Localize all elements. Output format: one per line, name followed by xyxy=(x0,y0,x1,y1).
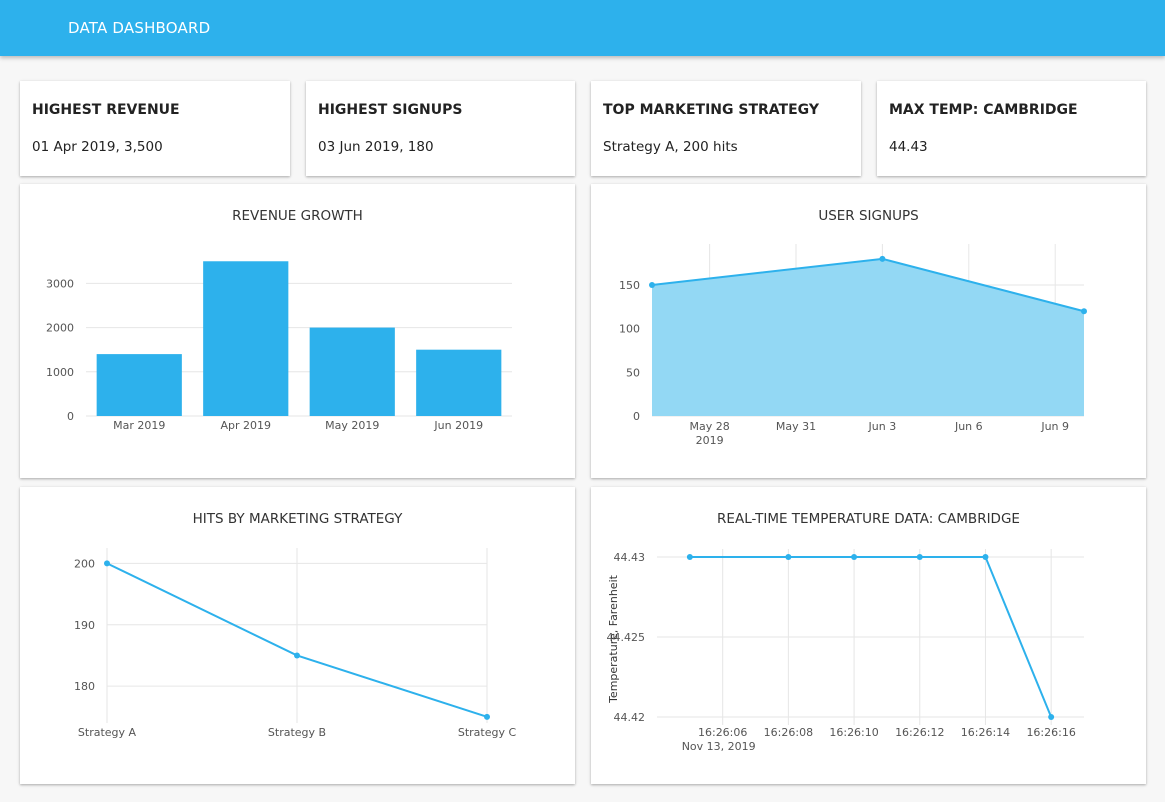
stat-card-revenue: HIGHEST REVENUE 01 Apr 2019, 3,500 xyxy=(20,81,290,176)
y-tick-label: 150 xyxy=(619,279,640,292)
data-point xyxy=(1048,714,1055,720)
x-tick-label: Apr 2019 xyxy=(220,419,271,432)
marketing-strategy-chart: 180 190 200 Strategy A Strategy B Strategy C xyxy=(74,548,517,739)
chart-title: HITS BY MARKETING STRATEGY xyxy=(192,511,403,527)
app-title: DATA DASHBOARD xyxy=(68,19,211,37)
app-header: DATA DASHBOARD xyxy=(0,0,1165,56)
data-point xyxy=(1081,308,1087,315)
x-tick-label: 16:26:12 xyxy=(895,726,944,739)
bar xyxy=(96,354,182,416)
y-tick-label: 50 xyxy=(626,366,640,379)
y-tick-label: 0 xyxy=(67,410,74,423)
data-point xyxy=(982,554,989,560)
chart-title: USER SIGNUPS xyxy=(818,208,919,224)
data-point xyxy=(851,554,858,560)
bar xyxy=(203,261,289,416)
data-point xyxy=(879,255,886,262)
x-tick-label: May 31 xyxy=(776,420,816,433)
data-point xyxy=(294,652,300,659)
x-tick-label: 16:26:08 xyxy=(764,726,813,739)
x-tick-label: Strategy C xyxy=(458,726,517,739)
stat-value: 44.43 xyxy=(889,139,928,155)
x-tick-label: Mar 2019 xyxy=(113,419,165,432)
y-tick-label: 100 xyxy=(619,323,640,336)
x-tick-label: Jun 3 xyxy=(868,420,897,433)
chart-title: REVENUE GROWTH xyxy=(232,208,363,224)
stat-card-temperature: MAX TEMP: CAMBRIDGE 44.43 xyxy=(877,81,1146,176)
x-tick-label: May 2019 xyxy=(325,419,379,432)
stat-value: Strategy A, 200 hits xyxy=(603,139,738,155)
signups-area xyxy=(652,258,1084,416)
y-tick-label: 0 xyxy=(633,410,640,423)
y-tick-label: 2000 xyxy=(46,322,74,335)
data-point xyxy=(916,554,923,560)
y-tick-label: 3000 xyxy=(46,277,74,290)
chart-title: REAL-TIME TEMPERATURE DATA: CAMBRIDGE xyxy=(717,511,1020,527)
marketing-strategy-card: HITS BY MARKETING STRATEGY 180 190 200 Stra… xyxy=(20,487,575,784)
bar xyxy=(309,327,395,416)
y-tick-label: 44.425 xyxy=(607,631,646,644)
data-point xyxy=(104,560,110,567)
y-tick-label: 200 xyxy=(74,557,95,570)
x-tick-label: 16:26:14 xyxy=(961,726,1010,739)
y-tick-label: 44.43 xyxy=(614,551,646,564)
data-point xyxy=(785,554,792,560)
stat-label: HIGHEST SIGNUPS xyxy=(318,102,463,118)
x-tick-label: Strategy B xyxy=(268,726,326,739)
y-tick-label: 1000 xyxy=(46,366,74,379)
temperature-card: REAL-TIME TEMPERATURE DATA: CAMBRIDGE 44… xyxy=(591,487,1146,784)
x-tick-label: Jun 9 xyxy=(1040,420,1069,433)
data-point xyxy=(686,554,693,560)
revenue-growth-chart: 0 1000 2000 3000 Mar 2019 Apr 2019 May 2019 Jun… xyxy=(46,261,512,432)
temperature-line xyxy=(689,556,1053,718)
stat-value: 01 Apr 2019, 3,500 xyxy=(32,139,163,155)
stat-label: TOP MARKETING STRATEGY xyxy=(603,102,819,118)
x-tick-sublabel: 2019 xyxy=(696,434,724,447)
stat-value: 03 Jun 2019, 180 xyxy=(318,139,434,155)
user-signups-card: USER SIGNUPS 0 50 100 150 May 28 2019 May 31 Ju… xyxy=(591,184,1146,478)
stat-card-marketing: TOP MARKETING STRATEGY Strategy A, 200 h… xyxy=(591,81,861,176)
x-tick-label: Jun 2019 xyxy=(433,419,483,432)
y-tick-label: 180 xyxy=(74,680,95,693)
x-tick-label: May 28 xyxy=(689,420,729,433)
y-tick-label: 44.42 xyxy=(614,711,646,724)
x-tick-label: Strategy A xyxy=(78,726,137,739)
data-point xyxy=(649,282,655,289)
x-tick-label: Jun 6 xyxy=(954,420,983,433)
stat-label: HIGHEST REVENUE xyxy=(32,102,180,118)
revenue-growth-card: REVENUE GROWTH 0 1000 2000 3000 Mar 2019 Apr … xyxy=(20,184,575,478)
y-tick-label: 190 xyxy=(74,619,95,632)
bar xyxy=(416,349,502,416)
x-tick-label: 16:26:16 xyxy=(1026,726,1075,739)
data-point xyxy=(484,713,490,720)
x-tick-label: 16:26:06 xyxy=(698,726,747,739)
x-tick-label: 16:26:10 xyxy=(829,726,878,739)
stat-card-signups: HIGHEST SIGNUPS 03 Jun 2019, 180 xyxy=(306,81,575,176)
x-tick-sublabel: Nov 13, 2019 xyxy=(682,740,756,753)
stat-label: MAX TEMP: CAMBRIDGE xyxy=(889,102,1078,118)
y-axis-label: Temperature, Farenheit xyxy=(607,574,620,704)
